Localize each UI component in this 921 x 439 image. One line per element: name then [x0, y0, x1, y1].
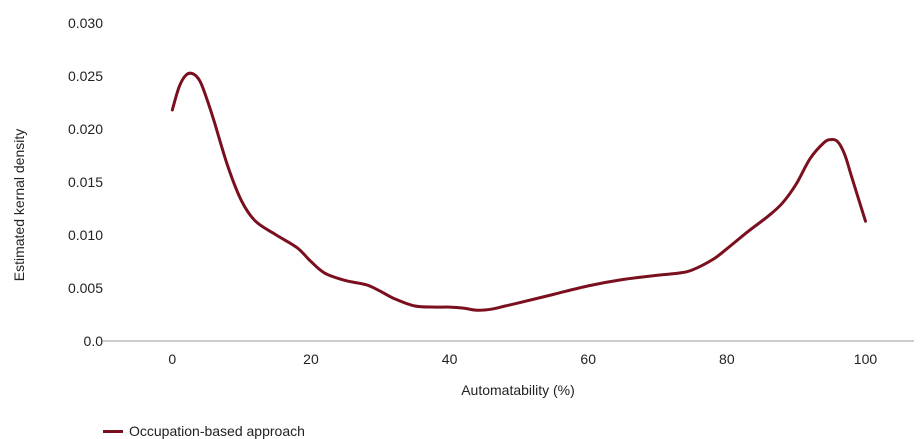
x-axis-tick-labels: 0 20 40 60 80 100: [168, 351, 877, 367]
x-tick-label: 60: [580, 351, 596, 367]
y-tick-label: 0.025: [68, 68, 103, 84]
y-tick-label: 0.030: [68, 15, 103, 31]
y-tick-label: 0.0: [84, 333, 104, 349]
series-layer: [170, 71, 867, 312]
y-axis-title: Estimated kernal density: [11, 129, 27, 282]
y-tick-label: 0.020: [68, 121, 103, 137]
series-line: [170, 71, 867, 312]
x-tick-label: 40: [442, 351, 458, 367]
legend-label: Occupation-based approach: [129, 423, 305, 439]
x-tick-label: 80: [719, 351, 735, 367]
x-tick-label: 0: [168, 351, 176, 367]
y-tick-label: 0.010: [68, 227, 103, 243]
x-tick-label: 20: [303, 351, 319, 367]
x-axis-title: Automatability (%): [461, 382, 575, 398]
y-axis-tick-labels: 0.0 0.005 0.010 0.015 0.020 0.025 0.030: [68, 15, 103, 349]
y-tick-label: 0.005: [68, 280, 103, 296]
x-tick-label: 100: [854, 351, 878, 367]
legend-swatch: [103, 429, 123, 433]
legend: Occupation-based approach: [103, 423, 305, 439]
y-tick-label: 0.015: [68, 174, 103, 190]
